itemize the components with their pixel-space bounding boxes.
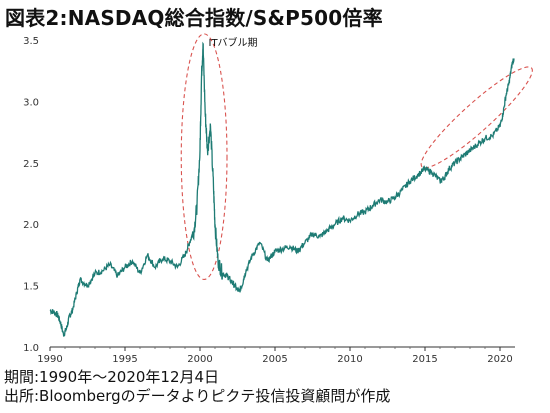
x-tick-label: 2005 (262, 354, 287, 365)
page-title: 図表2:NASDAQ総合指数/S&P500倍率 (5, 6, 383, 30)
axis-group: 1.0 1.5 2.0 2.5 3.0 3.5 1990 1995 2000 2005 2010 20… (23, 36, 515, 365)
y-tick-label: 1.5 (23, 282, 39, 293)
it-bubble-highlight-ellipse (180, 33, 228, 281)
x-tick-label: 1995 (112, 354, 137, 365)
footer-notes: 期間:1990年～2020年12月4日 出所:Bloombergのデータよりピク… (4, 368, 390, 406)
y-tick-label: 2.5 (23, 159, 39, 170)
x-tick-label: 2020 (487, 354, 512, 365)
annotation-group: ITバブル期 (209, 36, 258, 49)
y-tick-label: 2.0 (23, 220, 39, 231)
y-tick-label: 1.0 (23, 343, 39, 354)
x-tick-label: 2010 (337, 354, 362, 365)
y-tick-label: 3.0 (23, 97, 39, 108)
source-note: 出所:Bloombergのデータよりピクテ投信投資顧問が作成 (4, 387, 391, 405)
x-tick-label: 1990 (37, 354, 62, 365)
ratio-series-line (49, 41, 515, 337)
x-tick-label: 2015 (412, 354, 437, 365)
y-tick-label: 3.5 (23, 36, 39, 47)
highlight-ellipses (180, 33, 533, 281)
x-tick-label: 2000 (187, 354, 212, 365)
recent-highlight-ellipse (420, 66, 533, 169)
it-bubble-annotation: ITバブル期 (209, 36, 258, 49)
period-note: 期間:1990年～2020年12月4日 (4, 368, 220, 386)
